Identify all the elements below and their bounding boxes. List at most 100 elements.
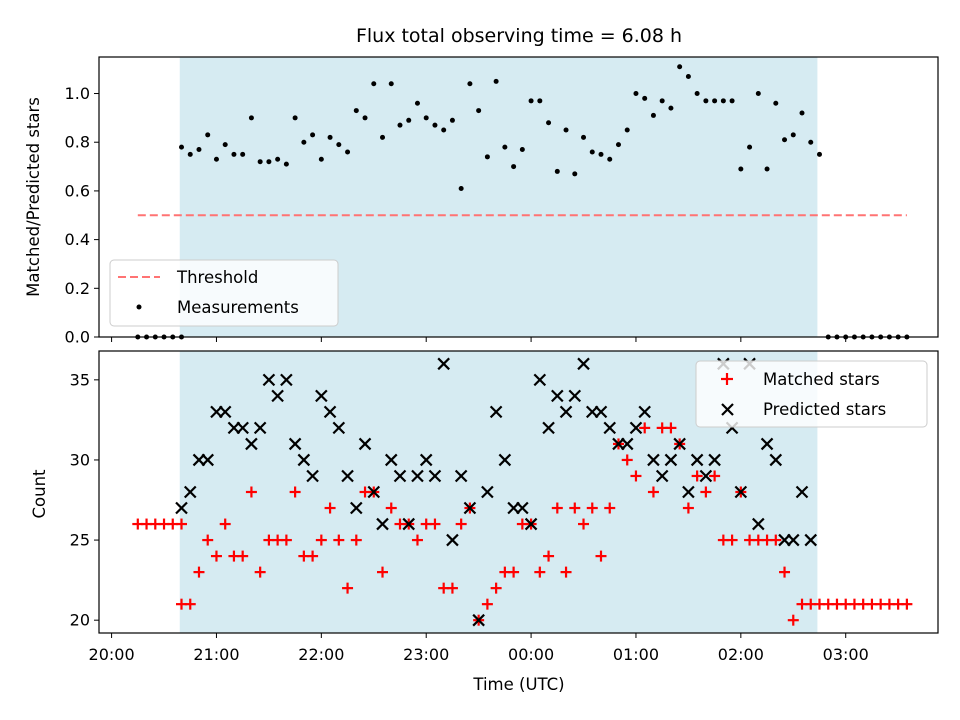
matched-star-marker [682, 502, 694, 514]
measurement-point [493, 78, 499, 84]
x-tick-label: 21:00 [193, 645, 239, 664]
matched-star-marker [586, 502, 598, 514]
bottom-y-ticks: 20 25 30 35 [70, 370, 99, 630]
predicted-star-marker [760, 437, 774, 451]
matched-star-marker [202, 534, 214, 546]
measurement-point [397, 122, 403, 128]
predicted-star-marker [323, 405, 337, 419]
matched-star-marker [726, 534, 738, 546]
predicted-star-marker [218, 405, 232, 419]
bottom-panel: 20 25 30 35 20:00 21:00 22:00 23:00 00:00 01:00 0… [30, 350, 939, 694]
top-legend: Threshold Measurements [109, 259, 339, 327]
predicted-legend-label: Predicted stars [763, 400, 886, 419]
predicted-star-marker [332, 421, 346, 435]
measurement-point [546, 120, 552, 126]
measurement-point [624, 127, 630, 133]
predicted-star-marker [551, 389, 564, 403]
top-y-ticks: 0.0 0.2 0.4 0.6 0.8 1.0 [65, 84, 99, 347]
bottom-x-ticks: 20:00 21:00 22:00 23:00 00:00 01:00 02:00 03:00 [89, 633, 869, 664]
predicted-star-marker [752, 517, 765, 531]
top-y-tick-label: 0.6 [65, 181, 90, 200]
matched-stars-layer [132, 422, 913, 626]
matched-star-marker [490, 582, 502, 594]
predicted-star-marker [315, 389, 328, 403]
predicted-star-marker [183, 485, 197, 499]
matched-star-marker [508, 566, 520, 578]
predicted-star-marker [271, 389, 284, 403]
measurement-point [266, 159, 272, 165]
predicted-star-marker [481, 485, 494, 499]
measurement-point [615, 142, 621, 148]
matched-star-marker [245, 486, 257, 498]
predicted-legend-swatch [721, 403, 734, 416]
x-tick-label: 22:00 [298, 645, 344, 664]
matched-star-marker [446, 582, 458, 594]
measurement-point [703, 98, 709, 104]
measurement-point [257, 159, 263, 165]
predicted-star-marker [393, 469, 407, 483]
x-tick-label: 03:00 [823, 645, 869, 664]
matched-star-marker [604, 502, 616, 514]
measurement-point [179, 144, 185, 150]
chart-title: Flux total observing time = 6.08 h [356, 25, 682, 47]
x-tick-label: 00:00 [508, 645, 554, 664]
predicted-star-marker [629, 421, 643, 435]
measurement-point [371, 81, 377, 87]
measurement-point [476, 108, 482, 114]
matched-star-marker [551, 502, 563, 514]
predicted-star-marker [350, 501, 363, 515]
measurement-point [650, 112, 656, 118]
matched-star-marker [709, 470, 721, 482]
bottom-y-tick-label: 35 [70, 370, 90, 389]
measurement-points-layer [135, 64, 910, 340]
predicted-star-marker [341, 469, 354, 483]
predicted-star-marker [402, 517, 416, 531]
predicted-star-marker [236, 421, 249, 435]
predicted-star-marker [795, 485, 809, 499]
measurement-point [642, 95, 648, 101]
measurement-point [275, 156, 281, 162]
measurement-point [458, 185, 464, 191]
predicted-star-marker [446, 533, 459, 547]
predicted-star-marker [306, 469, 319, 483]
predicted-star-marker [280, 373, 293, 387]
measurement-point [205, 132, 211, 138]
bottom-legend-box [695, 360, 928, 428]
predicted-star-marker [201, 453, 214, 467]
predicted-star-marker [472, 613, 485, 627]
measurement-point [388, 81, 394, 87]
matched-star-marker [560, 566, 572, 578]
top-legend-box [109, 259, 339, 327]
measurement-point [685, 73, 691, 79]
predicted-star-marker [673, 437, 686, 451]
measurement-point [816, 151, 822, 157]
predicted-star-marker [699, 469, 713, 483]
measurement-point [449, 117, 455, 123]
matched-star-marker [621, 454, 633, 466]
predicted-star-marker [524, 517, 538, 531]
measurement-point [292, 115, 298, 121]
matched-star-marker [578, 518, 590, 530]
measurement-point [336, 142, 342, 148]
top-panel: Flux total observing time = 6.08 h 0.00.… [24, 25, 939, 347]
measurement-point [231, 151, 237, 157]
measurement-point [213, 156, 219, 162]
matched-star-marker [647, 486, 659, 498]
matched-star-marker [307, 550, 319, 562]
measurement-point [511, 164, 517, 170]
predicted-star-marker [542, 421, 555, 435]
matched-star-marker [324, 502, 336, 514]
matched-star-marker [770, 534, 782, 546]
predicted-star-marker [498, 453, 512, 467]
measurement-point [712, 98, 718, 104]
measurement-point [187, 151, 193, 157]
matched-star-marker [455, 518, 467, 530]
bottom-y-tick-label: 30 [70, 450, 90, 469]
matched-star-marker [543, 550, 555, 562]
predicted-star-marker [655, 469, 669, 483]
predicted-star-marker [288, 437, 302, 451]
predicted-star-marker [376, 517, 389, 531]
measurement-point [572, 171, 578, 177]
bottom-y-axis-label: Count [30, 469, 49, 519]
measurement-point [633, 91, 639, 97]
